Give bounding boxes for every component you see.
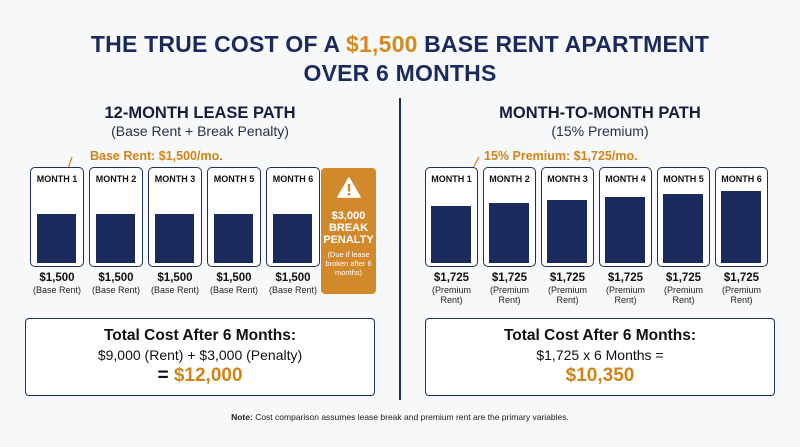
penalty-box: $3,000 BREAK PENALTY (Due if lease broke…	[321, 168, 376, 294]
left-total-eq: =	[157, 365, 174, 386]
value-sublabel: (Premium Rent)	[431, 285, 471, 305]
rent-bar	[37, 214, 76, 263]
month-card: MONTH 5	[207, 167, 261, 267]
right-panel-title: MONTH-TO-MONTH PATH	[499, 104, 701, 122]
title-line-2: OVER 6 MONTHS	[303, 60, 497, 86]
rent-bar	[721, 191, 761, 263]
month-label: MONTH 4	[605, 174, 646, 184]
value-sublabel: (Premium Rent)	[605, 285, 645, 305]
footnote-text: Cost comparison assumes lease break and …	[252, 412, 569, 422]
left-panel-title: 12-MONTH LEASE PATH	[104, 104, 296, 122]
page-title: THE TRUE COST OF A $1,500 BASE RENT APAR…	[0, 30, 800, 88]
left-total-line: $9,000 (Rent) + $3,000 (Penalty)	[97, 347, 303, 363]
footnote-label: Note:	[231, 412, 253, 422]
footnote: Note: Cost comparison assumes lease brea…	[0, 412, 800, 422]
value-sublabel: (Base Rent)	[32, 285, 82, 295]
rent-bar	[96, 214, 135, 263]
month-label: MONTH 6	[721, 174, 762, 184]
rent-bar	[547, 200, 587, 263]
left-total-amount-row: = $12,000	[26, 365, 374, 387]
value-sublabel: (Premium Rent)	[489, 285, 529, 305]
rent-bar	[605, 197, 645, 263]
value-label: $1,725	[607, 272, 644, 284]
month-card: MONTH 2	[89, 167, 143, 267]
title-line-1: THE TRUE COST OF A $1,500 BASE RENT APAR…	[0, 30, 800, 59]
value-sublabel: (Base Rent)	[268, 285, 318, 295]
month-label: MONTH 1	[36, 174, 78, 184]
title-post: BASE RENT APARTMENT	[417, 31, 710, 57]
right-callout: 15% Premium: $1,725/mo.	[484, 149, 638, 163]
month-card: MONTH 6	[266, 167, 320, 267]
value-sublabel: (Base Rent)	[150, 285, 200, 295]
value-label: $1,725	[433, 272, 470, 284]
rent-bar	[273, 214, 312, 263]
value-label: $1,500	[275, 272, 311, 284]
left-callout: Base Rent: $1,500/mo.	[90, 149, 223, 163]
left-panel-subtitle: (Base Rent + Break Penalty)	[111, 123, 289, 139]
value-sublabel: (Premium Rent)	[547, 285, 587, 305]
value-label: $1,500	[157, 272, 193, 284]
rent-bar	[155, 214, 194, 263]
value-label: $1,725	[723, 272, 760, 284]
value-label: $1,725	[665, 272, 702, 284]
month-label: MONTH 1	[431, 174, 472, 184]
penalty-amount: $3,000	[331, 210, 366, 222]
title-accent: $1,500	[346, 31, 418, 57]
month-card: MONTH 3	[148, 167, 202, 267]
value-label: $1,500	[98, 272, 134, 284]
month-label: MONTH 3	[547, 174, 588, 184]
value-label: $1,725	[549, 272, 586, 284]
value-label: $1,500	[216, 272, 252, 284]
rent-bar	[214, 214, 253, 263]
value-sublabel: (Base Rent)	[91, 285, 141, 295]
value-sublabel: (Premium Rent)	[663, 285, 703, 305]
penalty-label: $3,000 BREAK PENALTY	[321, 210, 376, 246]
title-pre: THE TRUE COST OF A	[90, 31, 347, 57]
right-total-box: Total Cost After 6 Months: $1,725 x 6 Mo…	[425, 318, 775, 396]
penalty-label-2: PENALTY	[323, 234, 374, 246]
month-card: MONTH 2	[483, 167, 536, 267]
month-card: MONTH 5	[657, 167, 710, 267]
rent-bar	[489, 203, 529, 263]
month-label: MONTH 2	[95, 174, 137, 184]
penalty-label-1: BREAK	[328, 222, 369, 234]
panel-divider	[399, 98, 401, 400]
penalty-note: (Due if lease broken after 6 months)	[325, 250, 372, 277]
right-total-line: $1,725 x 6 Months =	[536, 347, 664, 363]
month-card: MONTH 1	[30, 167, 84, 267]
left-total-box: Total Cost After 6 Months: $9,000 (Rent)…	[25, 318, 375, 396]
month-card: MONTH 4	[599, 167, 652, 267]
month-label: MONTH 5	[213, 174, 255, 184]
value-label: $1,725	[491, 272, 528, 284]
month-label: MONTH 3	[154, 174, 196, 184]
month-label: MONTH 6	[272, 174, 314, 184]
month-label: MONTH 5	[663, 174, 704, 184]
left-total-amount: $12,000	[173, 365, 243, 386]
value-sublabel: (Premium Rent)	[721, 285, 761, 305]
month-label: MONTH 2	[489, 174, 530, 184]
month-card: MONTH 1	[425, 167, 478, 267]
rent-bar	[663, 194, 703, 263]
right-panel-subtitle: (15% Premium)	[551, 123, 649, 139]
rent-bar	[431, 206, 471, 263]
warning-icon	[337, 177, 361, 198]
right-total-title: Total Cost After 6 Months:	[503, 327, 697, 344]
month-card: MONTH 3	[541, 167, 594, 267]
left-total-title: Total Cost After 6 Months:	[103, 327, 297, 344]
value-label: $1,500	[39, 272, 75, 284]
month-card: MONTH 6	[715, 167, 768, 267]
right-total-amount: $10,350	[565, 365, 635, 386]
value-sublabel: (Base Rent)	[209, 285, 259, 295]
